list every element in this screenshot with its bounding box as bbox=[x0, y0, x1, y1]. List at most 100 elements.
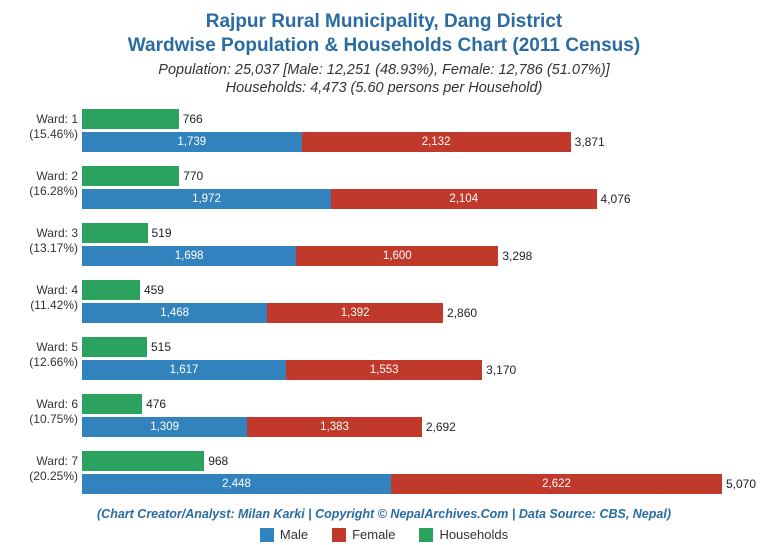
households-value: 968 bbox=[208, 454, 228, 468]
subtitle-line-1: Population: 25,037 [Male: 12,251 (48.93%… bbox=[20, 61, 748, 80]
male-bar: 2,448 bbox=[82, 474, 391, 494]
total-value: 4,076 bbox=[601, 192, 631, 206]
chart-plot-area: Ward: 1(15.46%) 766 1,739 2,132 3,871 Ward: 2… bbox=[20, 108, 748, 497]
bar-group: 770 1,972 2,104 4,076 bbox=[82, 165, 728, 212]
male-bar: 1,739 bbox=[82, 132, 302, 152]
bar-group: 476 1,309 1,383 2,692 bbox=[82, 393, 728, 440]
male-bar: 1,468 bbox=[82, 303, 267, 323]
female-value: 2,622 bbox=[542, 478, 571, 490]
households-bar bbox=[82, 109, 179, 129]
bar-group: 459 1,468 1,392 2,860 bbox=[82, 279, 728, 326]
bar-group: 9682,4482,6225,070 bbox=[82, 450, 728, 497]
female-value: 2,104 bbox=[449, 193, 478, 205]
ward-label: Ward: 5(12.66%) bbox=[20, 340, 78, 370]
ward-pct: (20.25%) bbox=[20, 469, 78, 484]
legend-label: Female bbox=[352, 527, 395, 542]
total-value: 3,298 bbox=[502, 249, 532, 263]
ward-name: Ward: 7 bbox=[20, 454, 78, 469]
households-bar bbox=[82, 394, 142, 414]
legend-item: Female bbox=[332, 527, 395, 542]
female-bar: 2,132 bbox=[302, 132, 571, 152]
female-bar: 1,383 bbox=[247, 417, 422, 437]
male-bar: 1,617 bbox=[82, 360, 286, 380]
male-value: 1,972 bbox=[192, 193, 221, 205]
ward-row: Ward: 7(20.25%)9682,4482,6225,070 bbox=[82, 450, 728, 497]
households-value: 770 bbox=[183, 169, 203, 183]
households-value: 476 bbox=[146, 397, 166, 411]
male-bar: 1,698 bbox=[82, 246, 296, 266]
male-bar: 1,972 bbox=[82, 189, 331, 209]
households-value: 766 bbox=[183, 112, 203, 126]
households-value: 519 bbox=[152, 226, 172, 240]
ward-row: Ward: 3(13.17%)5191,6981,6003,298 bbox=[82, 222, 728, 269]
ward-label: Ward: 2(16.28%) bbox=[20, 169, 78, 199]
legend-label: Male bbox=[280, 527, 308, 542]
total-value: 5,070 bbox=[726, 477, 756, 491]
chart-subtitle: Population: 25,037 [Male: 12,251 (48.93%… bbox=[20, 61, 748, 99]
legend-swatch bbox=[260, 528, 274, 542]
households-bar bbox=[82, 166, 179, 186]
chart-container: Rajpur Rural Municipality, Dang District… bbox=[0, 0, 768, 536]
total-value: 2,692 bbox=[426, 420, 456, 434]
chart-title: Rajpur Rural Municipality, Dang District… bbox=[20, 10, 748, 58]
subtitle-line-2: Households: 4,473 (5.60 persons per Hous… bbox=[20, 79, 748, 98]
female-value: 1,600 bbox=[383, 250, 412, 262]
legend-swatch bbox=[419, 528, 433, 542]
title-line-1: Rajpur Rural Municipality, Dang District bbox=[20, 10, 748, 34]
bar-group: 766 1,739 2,132 3,871 bbox=[82, 108, 728, 155]
ward-pct: (13.17%) bbox=[20, 241, 78, 256]
ward-name: Ward: 3 bbox=[20, 226, 78, 241]
total-value: 3,170 bbox=[486, 363, 516, 377]
female-bar: 1,600 bbox=[296, 246, 498, 266]
female-bar: 2,104 bbox=[331, 189, 597, 209]
ward-label: Ward: 1(15.46%) bbox=[20, 112, 78, 142]
male-value: 1,617 bbox=[170, 364, 199, 376]
ward-name: Ward: 4 bbox=[20, 283, 78, 298]
ward-pct: (12.66%) bbox=[20, 355, 78, 370]
legend-label: Households bbox=[439, 527, 508, 542]
female-bar: 2,622 bbox=[391, 474, 722, 494]
female-bar: 1,392 bbox=[267, 303, 443, 323]
ward-row: Ward: 6(10.75%)4761,3091,3832,692 bbox=[82, 393, 728, 440]
households-bar bbox=[82, 280, 140, 300]
male-value: 1,698 bbox=[175, 250, 204, 262]
households-bar bbox=[82, 451, 204, 471]
female-bar: 1,553 bbox=[286, 360, 482, 380]
ward-row: Ward: 1(15.46%)7661,7392,1323,871 bbox=[82, 108, 728, 155]
ward-label: Ward: 3(13.17%) bbox=[20, 226, 78, 256]
male-bar: 1,309 bbox=[82, 417, 247, 437]
ward-label: Ward: 4(11.42%) bbox=[20, 283, 78, 313]
households-bar bbox=[82, 223, 148, 243]
ward-pct: (16.28%) bbox=[20, 184, 78, 199]
total-value: 2,860 bbox=[447, 306, 477, 320]
ward-row: Ward: 5(12.66%)5151,6171,5533,170 bbox=[82, 336, 728, 383]
ward-label: Ward: 7(20.25%) bbox=[20, 454, 78, 484]
legend-item: Households bbox=[419, 527, 508, 542]
female-value: 1,392 bbox=[341, 307, 370, 319]
female-value: 1,553 bbox=[370, 364, 399, 376]
ward-label: Ward: 6(10.75%) bbox=[20, 397, 78, 427]
bar-group: 515 1,617 1,553 3,170 bbox=[82, 336, 728, 383]
legend-swatch bbox=[332, 528, 346, 542]
ward-row: Ward: 2(16.28%)7701,9722,1044,076 bbox=[82, 165, 728, 212]
male-value: 1,468 bbox=[160, 307, 189, 319]
chart-footer-credit: (Chart Creator/Analyst: Milan Karki | Co… bbox=[20, 507, 748, 521]
households-value: 459 bbox=[144, 283, 164, 297]
male-value: 1,739 bbox=[177, 136, 206, 148]
ward-pct: (10.75%) bbox=[20, 412, 78, 427]
male-value: 1,309 bbox=[150, 421, 179, 433]
ward-name: Ward: 6 bbox=[20, 397, 78, 412]
male-value: 2,448 bbox=[222, 478, 251, 490]
bar-group: 5191,698 1,600 3,298 bbox=[82, 222, 728, 269]
female-value: 2,132 bbox=[422, 136, 451, 148]
ward-pct: (15.46%) bbox=[20, 127, 78, 142]
total-value: 3,871 bbox=[575, 135, 605, 149]
title-line-2: Wardwise Population & Households Chart (… bbox=[20, 34, 748, 58]
ward-name: Ward: 5 bbox=[20, 340, 78, 355]
female-value: 1,383 bbox=[320, 421, 349, 433]
ward-pct: (11.42%) bbox=[20, 298, 78, 313]
legend-item: Male bbox=[260, 527, 308, 542]
ward-name: Ward: 1 bbox=[20, 112, 78, 127]
ward-row: Ward: 4(11.42%)4591,4681,3922,860 bbox=[82, 279, 728, 326]
households-value: 515 bbox=[151, 340, 171, 354]
